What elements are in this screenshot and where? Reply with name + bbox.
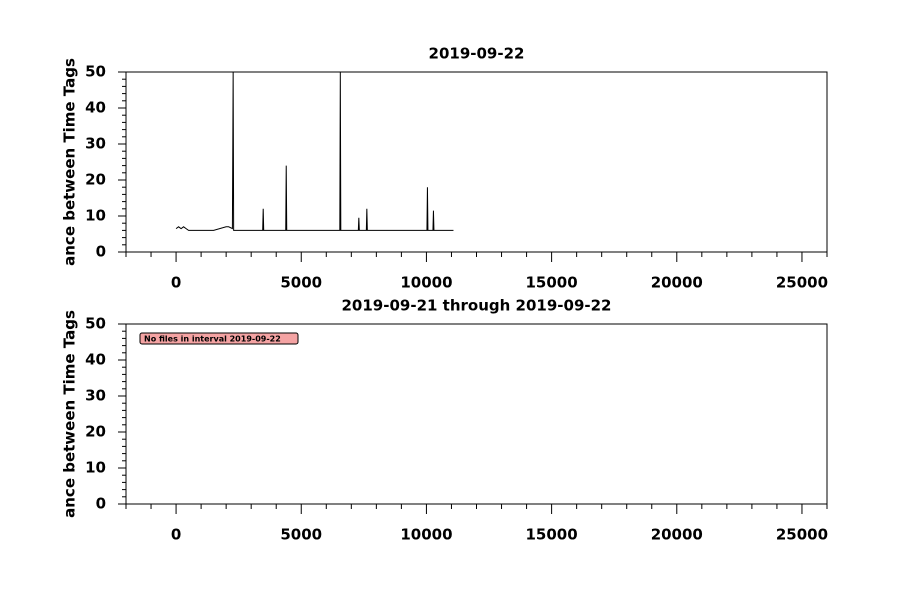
x-tick-label: 25000 bbox=[776, 274, 828, 292]
x-tick-label: 25000 bbox=[776, 526, 828, 544]
chart-title: 2019-09-22 bbox=[429, 45, 525, 63]
x-tick-label: 5000 bbox=[280, 526, 322, 544]
plot-frame bbox=[125, 323, 828, 505]
y-tick-label: 50 bbox=[85, 63, 106, 81]
data-line bbox=[175, 71, 454, 231]
x-tick-label: 15000 bbox=[526, 274, 578, 292]
x-tick-label: 20000 bbox=[651, 274, 703, 292]
plot-frame bbox=[125, 71, 828, 253]
annotation-box bbox=[139, 332, 299, 345]
x-tick-label: 20000 bbox=[651, 526, 703, 544]
y-tick-label: 30 bbox=[85, 135, 106, 153]
x-tick-label: 0 bbox=[171, 274, 181, 292]
y-tick-label: 10 bbox=[85, 459, 106, 477]
x-tick-label: 15000 bbox=[526, 526, 578, 544]
x-tick-label: 5000 bbox=[280, 274, 322, 292]
y-tick-label: 30 bbox=[85, 387, 106, 405]
x-tick-label: 10000 bbox=[400, 274, 452, 292]
y-tick-label: 40 bbox=[85, 351, 106, 369]
chart-title: 2019-09-21 through 2019-09-22 bbox=[342, 297, 612, 315]
y-axis-label: ance between Time Tags bbox=[61, 58, 79, 266]
y-axis-label: ance between Time Tags bbox=[61, 310, 79, 518]
x-tick-label: 0 bbox=[171, 526, 181, 544]
y-tick-label: 20 bbox=[85, 423, 106, 441]
y-tick-label: 50 bbox=[85, 315, 106, 333]
y-tick-label: 10 bbox=[85, 207, 106, 225]
y-tick-label: 0 bbox=[96, 495, 106, 513]
y-tick-label: 20 bbox=[85, 171, 106, 189]
y-tick-label: 40 bbox=[85, 99, 106, 117]
y-tick-label: 0 bbox=[96, 243, 106, 261]
annotation: No files in interval 2019-09-22 bbox=[144, 335, 281, 344]
x-tick-label: 10000 bbox=[400, 526, 452, 544]
